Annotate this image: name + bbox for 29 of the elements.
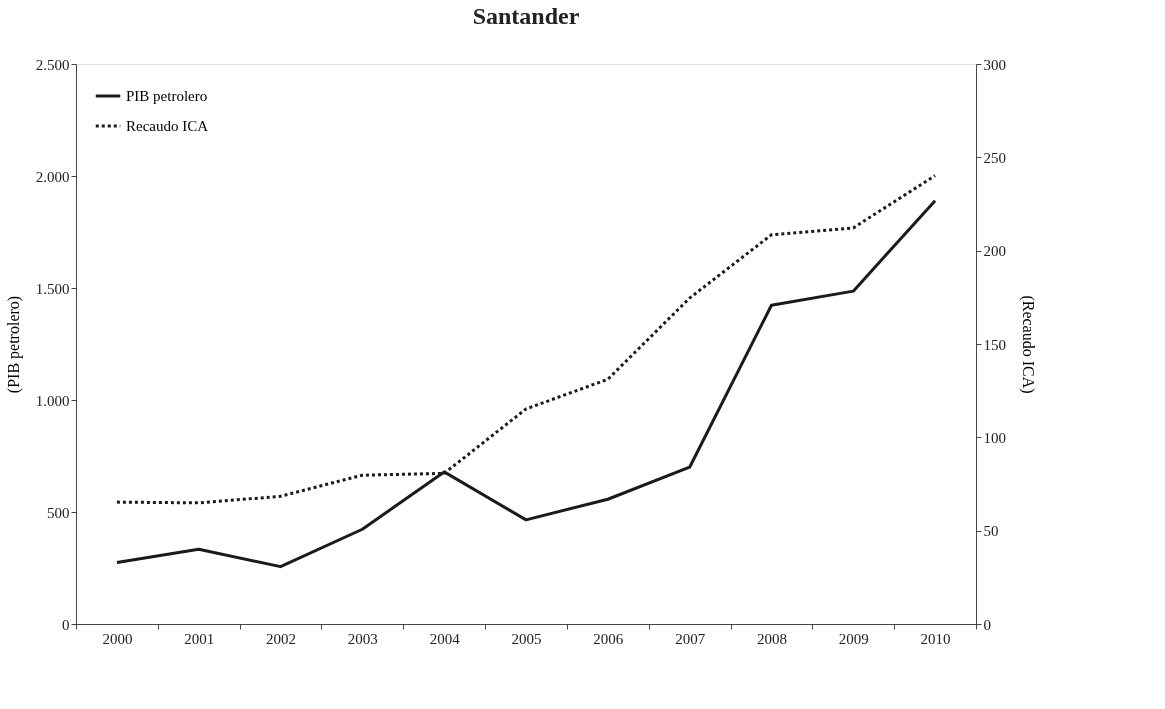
y-tick-label: 0	[62, 616, 70, 633]
y2-tick-label: 300	[983, 56, 1006, 73]
y-axis-title: (PIB petrolero)	[4, 295, 23, 394]
x-tick-label: 2003	[347, 630, 378, 647]
y-tick-label: 1.500	[35, 280, 70, 297]
x-tick-label: 2006	[593, 630, 624, 647]
x-tick-label: 2009	[838, 630, 869, 647]
y2-tick-label: 150	[983, 336, 1006, 353]
y2-tick-label: 50	[983, 523, 999, 540]
y2-tick-label: 200	[983, 243, 1006, 260]
x-tick-label: 2005	[511, 630, 542, 647]
y2-tick-label: 0	[983, 616, 991, 633]
x-tick-label: 2010	[920, 630, 951, 647]
y2-axis-title: (Recaudo ICA)	[1019, 295, 1037, 394]
y-tick-label: 2.000	[35, 168, 70, 185]
y-tick-label: 2.500	[35, 56, 70, 73]
legend-label: Recaudo ICA	[126, 118, 209, 134]
x-tick-label: 2007	[675, 630, 706, 647]
y-tick-label: 500	[47, 504, 70, 521]
x-tick-label: 2008	[756, 630, 787, 647]
x-tick-label: 2004	[429, 630, 461, 647]
legend-label: PIB petrolero	[126, 88, 208, 104]
x-tick-label: 2002	[266, 630, 297, 647]
y-tick-label: 1.000	[35, 392, 70, 409]
x-tick-label: 2000	[102, 630, 133, 647]
y2-tick-label: 250	[983, 149, 1006, 166]
y2-tick-label: 100	[983, 429, 1006, 446]
x-tick-label: 2001	[184, 630, 215, 647]
chart-title: Santander	[472, 3, 580, 29]
